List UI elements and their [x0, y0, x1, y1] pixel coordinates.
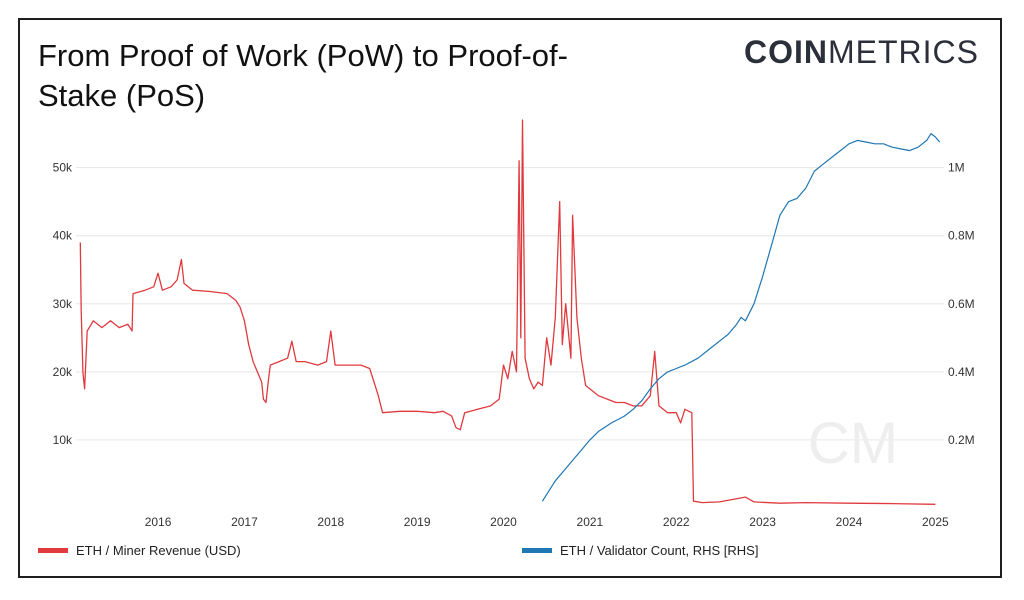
series-miner-revenue-line	[79, 119, 936, 505]
series-lines	[79, 119, 941, 505]
x-tick-label: 2020	[490, 515, 517, 529]
y-right-tick-label: 0.4M	[948, 365, 975, 379]
y-right-tick-label: 0.2M	[948, 433, 975, 447]
cm-watermark: CM	[808, 411, 898, 476]
legend-miner-swatch	[38, 548, 68, 553]
y-left-tick-label: 20k	[53, 365, 73, 379]
y-left-tick-label: 50k	[53, 161, 73, 175]
x-tick-label: 2022	[663, 515, 690, 529]
y-right-tick-label: 0.6M	[948, 297, 975, 311]
y-right-tick-label: 0.8M	[948, 229, 975, 243]
legend-miner: ETH / Miner Revenue (USD)	[38, 543, 241, 558]
x-tick-label: 2016	[145, 515, 172, 529]
series-validator-count-line	[541, 133, 941, 502]
legend-miner-label: ETH / Miner Revenue (USD)	[76, 543, 241, 558]
axis-ticks: 10k 20k 30k 40k 50k 0.2M 0.4M 0.6M 0.8M 1M 2016 201…	[53, 161, 975, 529]
grid-lines	[76, 167, 944, 441]
x-tick-label: 2025	[922, 515, 949, 529]
x-tick-label: 2023	[749, 515, 776, 529]
y-right-tick-label: 1M	[948, 161, 965, 175]
chart-frame	[18, 18, 1002, 578]
y-left-tick-label: 10k	[53, 433, 73, 447]
x-tick-label: 2018	[317, 515, 344, 529]
x-tick-label: 2017	[231, 515, 258, 529]
legend-validator: ETH / Validator Count, RHS [RHS]	[522, 543, 758, 558]
y-left-tick-label: 30k	[53, 297, 73, 311]
x-tick-label: 2019	[404, 515, 431, 529]
logo-coin-text: COIN	[744, 34, 828, 70]
y-left-tick-label: 40k	[53, 229, 73, 243]
x-tick-label: 2024	[836, 515, 863, 529]
legend-validator-swatch	[522, 548, 552, 553]
logo-metrics-text: METRICS	[828, 34, 979, 70]
x-tick-label: 2021	[577, 515, 604, 529]
coinmetrics-logo: COINMETRICS	[744, 34, 979, 71]
chart-title: From Proof of Work (PoW) to Proof-of-Sta…	[38, 38, 568, 113]
legend-validator-label: ETH / Validator Count, RHS [RHS]	[560, 543, 759, 558]
